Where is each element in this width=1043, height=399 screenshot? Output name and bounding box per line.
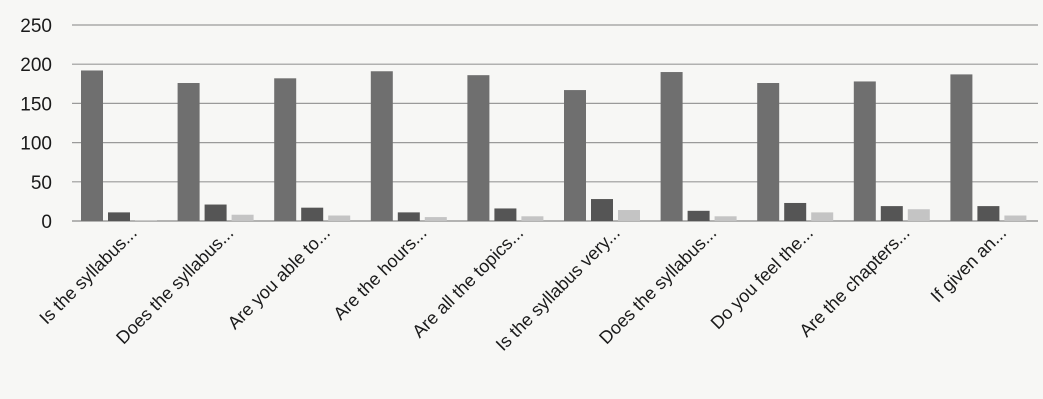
bar-2-series-1 [177,83,200,222]
y-tick-label-100: 100 [20,134,52,155]
x-tick-label-4: Are the hours... [329,223,430,324]
y-tick-label-150: 150 [20,94,52,115]
y-tick-label-250: 250 [20,16,52,37]
bar-1-series-3 [135,220,157,221]
bar-4-series-3 [424,217,447,221]
bar-7-series-1 [660,72,683,221]
bar-10-series-3 [1004,215,1027,221]
bar-1-series-2 [108,212,130,221]
bar-4-series-2 [397,212,420,221]
bar-5-series-1 [467,75,490,222]
bar-6-series-3 [618,210,640,221]
x-tick-label-8: Do you feel the... [707,223,817,333]
bar-6-series-1 [564,90,586,222]
bar-6-series-2 [591,199,613,221]
bar-3-series-3 [328,215,351,221]
bar-7-series-2 [687,210,710,221]
bar-8-series-3 [811,212,834,221]
bar-2-series-2 [204,204,227,221]
bar-4-series-1 [370,71,393,221]
bar-8-series-2 [784,202,807,221]
y-tick-label-200: 200 [20,55,52,76]
bar-10-series-1 [950,74,973,221]
bar-1-series-1 [81,70,103,221]
bar-7-series-3 [714,216,737,221]
bar-5-series-2 [494,208,517,221]
y-tick-label-0: 0 [41,212,52,233]
x-tick-label-3: Are you able to... [224,223,334,333]
bar-9-series-1 [853,81,876,221]
bar-3-series-2 [301,207,324,221]
bar-3-series-1 [274,78,297,221]
bar-2-series-3 [231,214,254,221]
x-tick-label-1: Is the syllabus... [35,223,140,328]
bar-10-series-2 [977,206,1000,221]
y-tick-label-50: 50 [31,173,52,194]
bar-8-series-1 [757,83,780,222]
bar-9-series-3 [907,209,930,221]
bar-5-series-3 [521,216,544,221]
x-tick-label-10: If given an... [927,223,1010,306]
bar-9-series-2 [880,206,903,221]
